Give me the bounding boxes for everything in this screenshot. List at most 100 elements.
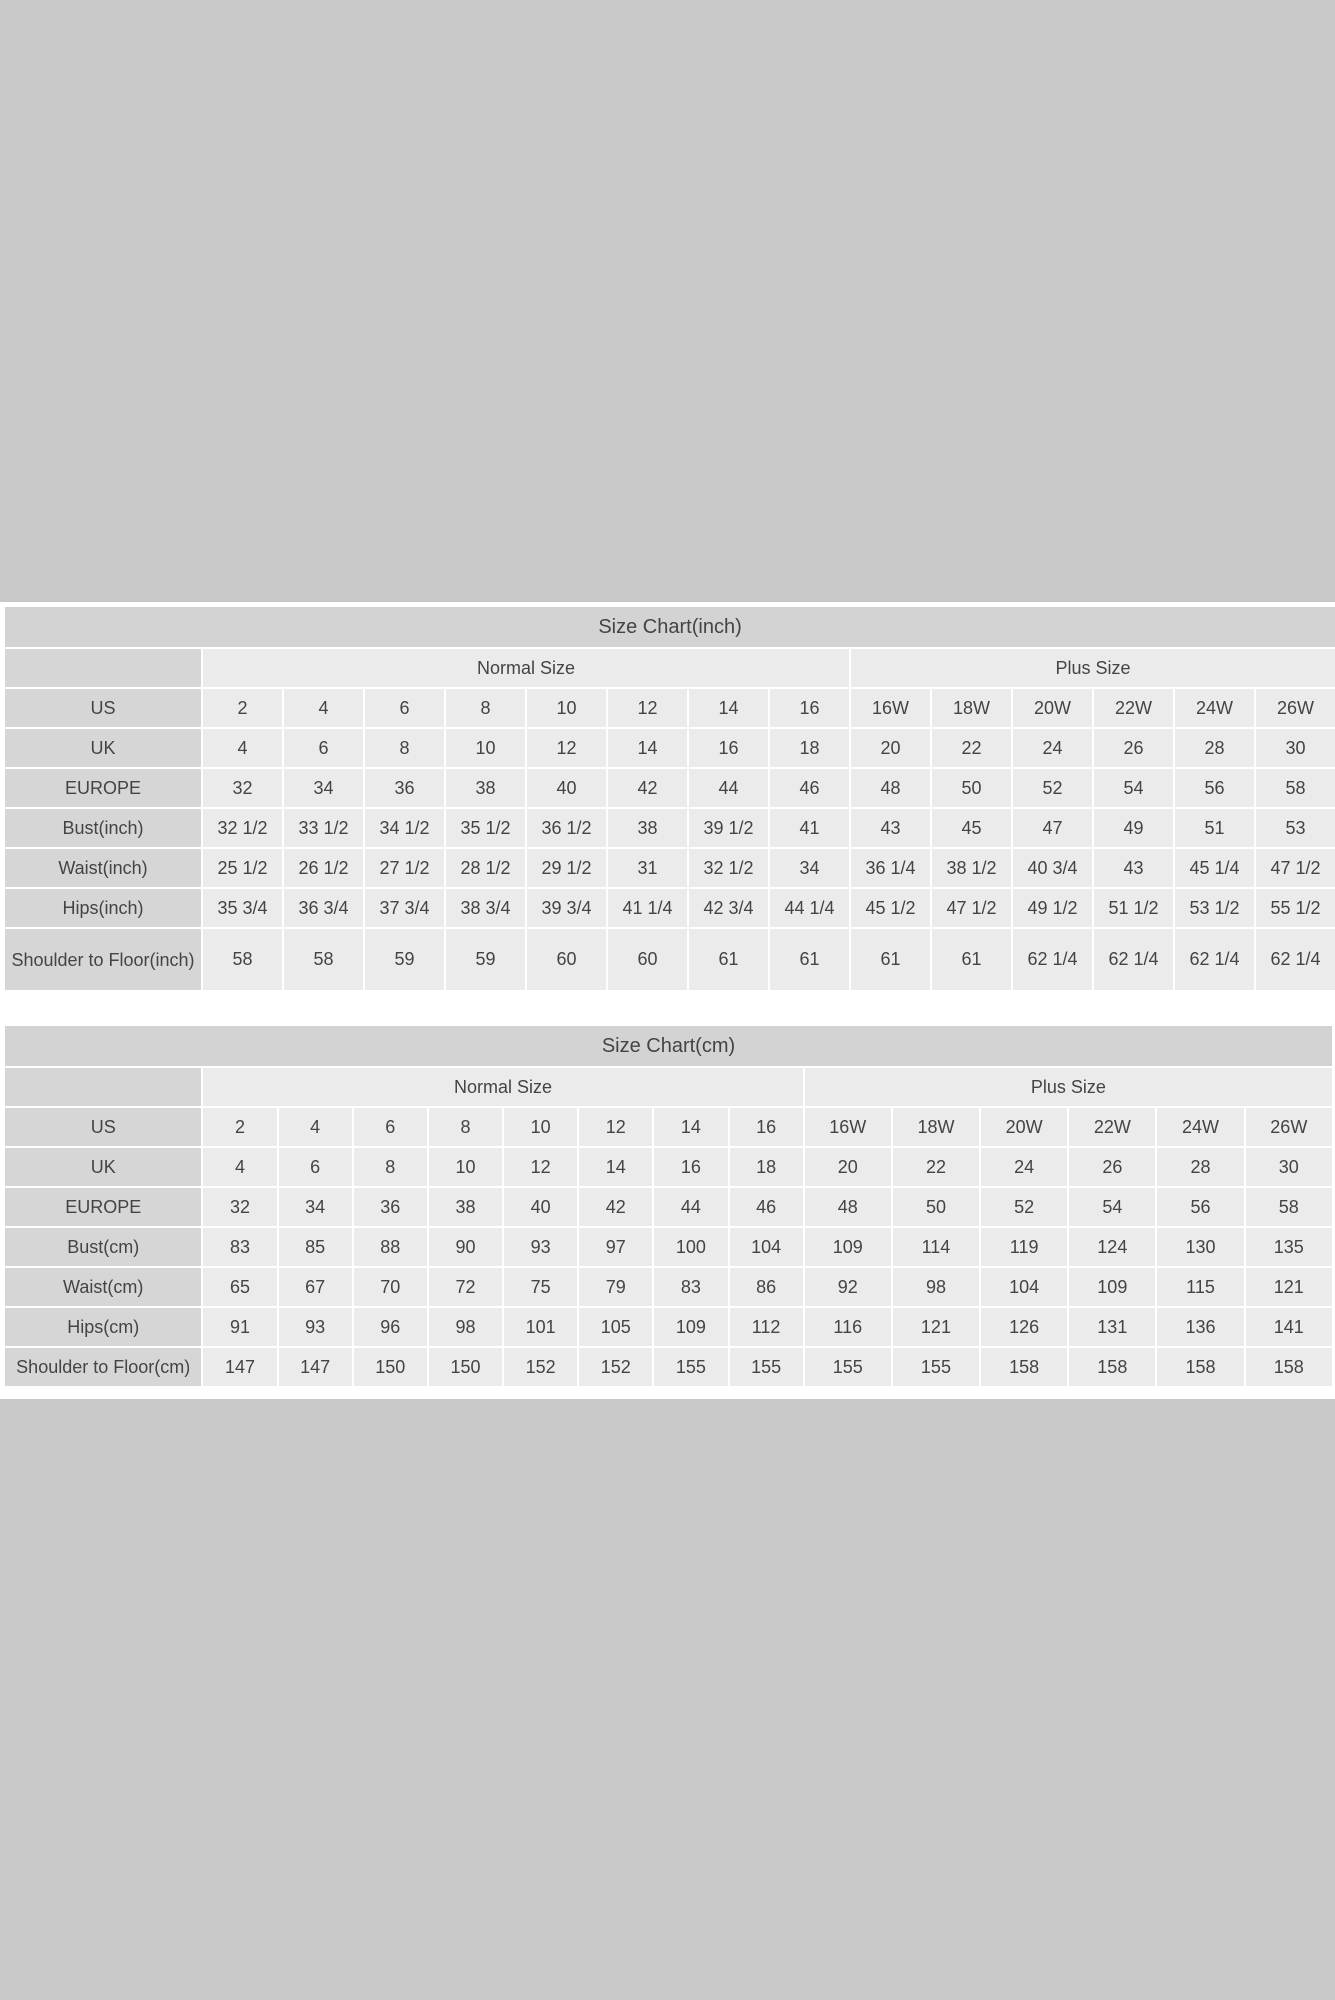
table-row: UK 4 6 8 10 12 14 16 18 20 22 24 26 28 30 xyxy=(5,729,1335,767)
table-cell: 58 xyxy=(1256,769,1335,807)
table-cell: 131 xyxy=(1069,1308,1156,1346)
table-cell: 50 xyxy=(932,769,1011,807)
size-group-header: Plus Size xyxy=(851,649,1335,687)
row-label: Shoulder to Floor(cm) xyxy=(5,1348,202,1386)
table-cell: 16 xyxy=(729,1108,803,1146)
table-cell: 43 xyxy=(1094,849,1173,887)
table-cell: 24 xyxy=(1013,729,1092,767)
table-cell: 26W xyxy=(1256,689,1335,727)
table-cell: 119 xyxy=(981,1228,1068,1266)
size-group-header: Plus Size xyxy=(804,1068,1332,1106)
table-cell: 47 1/2 xyxy=(1256,849,1335,887)
table-cell: 6 xyxy=(284,729,363,767)
table-cell: 98 xyxy=(892,1268,980,1306)
table-cell: 14 xyxy=(654,1108,728,1146)
table-cell: 20W xyxy=(1013,689,1092,727)
table-cell: 58 xyxy=(1245,1188,1332,1226)
table-cell: 24W xyxy=(1157,1108,1244,1146)
table-cell: 40 xyxy=(504,1188,578,1226)
table-row: UK 4 6 8 10 12 14 16 18 20 22 24 26 28 30 xyxy=(5,1148,1332,1186)
table-cell: 72 xyxy=(428,1268,503,1306)
table-cell: 8 xyxy=(428,1108,503,1146)
row-label: US xyxy=(5,1108,202,1146)
table-cell: 61 xyxy=(851,929,930,990)
table-cell: 38 xyxy=(608,809,687,847)
size-chart-panel: Size Chart(inch) Normal Size Plus Size US 2 4… xyxy=(0,602,1335,1399)
table-cell: 126 xyxy=(981,1308,1068,1346)
table-cell: 155 xyxy=(892,1348,980,1386)
table-cell: 36 1/2 xyxy=(527,809,606,847)
table-cell: 10 xyxy=(428,1148,503,1186)
table-cell: 47 1/2 xyxy=(932,889,1011,927)
size-chart-cm-table: Size Chart(cm) Normal Size Plus Size US 2 4 6 8… xyxy=(3,1024,1334,1388)
table-cell: 59 xyxy=(365,929,444,990)
table-cell: 109 xyxy=(1069,1268,1156,1306)
table-cell: 93 xyxy=(278,1308,352,1346)
row-label: Shoulder to Floor(inch) xyxy=(5,929,201,990)
table-cell: 51 xyxy=(1175,809,1254,847)
table-cell: 41 1/4 xyxy=(608,889,687,927)
table-cell: 56 xyxy=(1175,769,1254,807)
table-cell: 22W xyxy=(1094,689,1173,727)
table-cell: 36 xyxy=(353,1188,427,1226)
table-cell: 26 1/2 xyxy=(284,849,363,887)
table-cell: 4 xyxy=(284,689,363,727)
table-cell: 158 xyxy=(981,1348,1068,1386)
table-cell: 62 1/4 xyxy=(1256,929,1335,990)
row-label: Bust(inch) xyxy=(5,809,201,847)
table-cell: 39 3/4 xyxy=(527,889,606,927)
row-label: EUROPE xyxy=(5,1188,202,1226)
table-cell: 2 xyxy=(203,689,282,727)
table-cell: 91 xyxy=(203,1308,277,1346)
table-cell: 116 xyxy=(804,1308,891,1346)
table-cell: 36 xyxy=(365,769,444,807)
table-cell: 109 xyxy=(654,1308,728,1346)
table-cell: 114 xyxy=(892,1228,980,1266)
table-cell: 39 1/2 xyxy=(689,809,768,847)
table-cell: 52 xyxy=(981,1188,1068,1226)
table-cell: 45 xyxy=(932,809,1011,847)
table-cell: 56 xyxy=(1157,1188,1244,1226)
table-cell: 38 xyxy=(428,1188,503,1226)
table-cell: 8 xyxy=(446,689,525,727)
table-row: Hips(inch) 35 3/4 36 3/4 37 3/4 38 3/4 39 3/4… xyxy=(5,889,1335,927)
table-cell: 158 xyxy=(1069,1348,1156,1386)
table-cell: 49 xyxy=(1094,809,1173,847)
table-cell: 30 xyxy=(1245,1148,1332,1186)
table-cell: 62 1/4 xyxy=(1094,929,1173,990)
table-cell: 22 xyxy=(892,1148,980,1186)
table-cell: 44 xyxy=(654,1188,728,1226)
table-row: EUROPE 32 34 36 38 40 42 44 46 48 50 52 54 56 58 xyxy=(5,1188,1332,1226)
table-cell: 54 xyxy=(1094,769,1173,807)
table-cell: 43 xyxy=(851,809,930,847)
table-cell: 50 xyxy=(892,1188,980,1226)
table-cell: 22W xyxy=(1069,1108,1156,1146)
table-cell: 14 xyxy=(689,689,768,727)
table-cell: 152 xyxy=(579,1348,653,1386)
table-cell: 8 xyxy=(353,1148,427,1186)
table-cell: 33 1/2 xyxy=(284,809,363,847)
table-cell: 65 xyxy=(203,1268,277,1306)
row-label: EUROPE xyxy=(5,769,201,807)
table-cell: 150 xyxy=(353,1348,427,1386)
table-cell: 16 xyxy=(654,1148,728,1186)
table-cell: 8 xyxy=(365,729,444,767)
table-row: Shoulder to Floor(cm) 147 147 150 150 152 152 1… xyxy=(5,1348,1332,1386)
table-cell: 83 xyxy=(203,1228,277,1266)
table-cell: 28 1/2 xyxy=(446,849,525,887)
size-group-header: Normal Size xyxy=(203,1068,803,1106)
table-row: EUROPE 32 34 36 38 40 42 44 46 48 50 52 54 56 58 xyxy=(5,769,1335,807)
row-label: US xyxy=(5,689,201,727)
table-cell: 121 xyxy=(1245,1268,1332,1306)
table-cell: 31 xyxy=(608,849,687,887)
table-cell: 42 xyxy=(608,769,687,807)
table-cell: 124 xyxy=(1069,1228,1156,1266)
table-cell: 83 xyxy=(654,1268,728,1306)
table-cell: 26 xyxy=(1069,1148,1156,1186)
table-cell: 58 xyxy=(203,929,282,990)
table-cell: 35 1/2 xyxy=(446,809,525,847)
table-cell: 46 xyxy=(729,1188,803,1226)
table-cell: 38 3/4 xyxy=(446,889,525,927)
table-cell: 32 xyxy=(203,769,282,807)
table-cell: 54 xyxy=(1069,1188,1156,1226)
